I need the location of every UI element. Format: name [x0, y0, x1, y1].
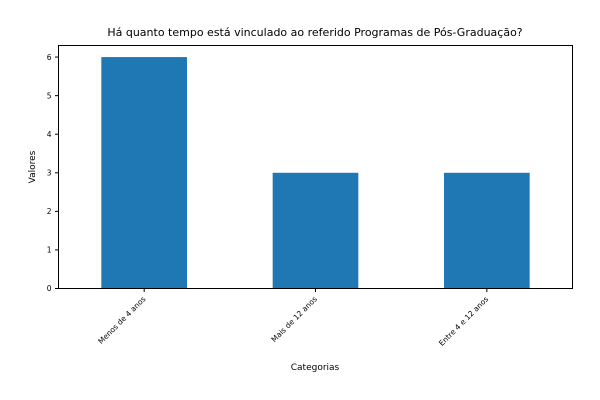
y-tick-label-5: 5	[47, 91, 52, 100]
bar-2	[444, 172, 530, 289]
chart-title: Há quanto tempo está vinculado ao referi…	[107, 26, 522, 39]
x-axis: Menos de 4 anos Mais de 12 anos Entre 4 e …	[96, 288, 490, 348]
y-axis: 0 1 2 3 4 5 6	[47, 53, 59, 293]
y-tick-label-4: 4	[47, 130, 52, 139]
bars-group	[101, 57, 530, 289]
x-tick-label-0: Menos de 4 anos	[96, 294, 147, 345]
y-tick-label-1: 1	[47, 246, 52, 255]
y-tick-label-2: 2	[47, 207, 52, 216]
bar-0	[101, 57, 187, 289]
plot-frame	[58, 45, 573, 289]
y-tick-label-3: 3	[47, 168, 52, 177]
y-tick-label-6: 6	[47, 53, 52, 62]
x-tick-label-1: Mais de 12 anos	[269, 294, 319, 344]
x-tick-label-2: Entre 4 e 12 anos	[437, 294, 490, 347]
x-axis-label: Categorias	[291, 363, 340, 373]
y-axis-label: Valores	[28, 150, 38, 183]
bar-1	[272, 172, 359, 289]
y-tick-label-0: 0	[47, 284, 52, 293]
